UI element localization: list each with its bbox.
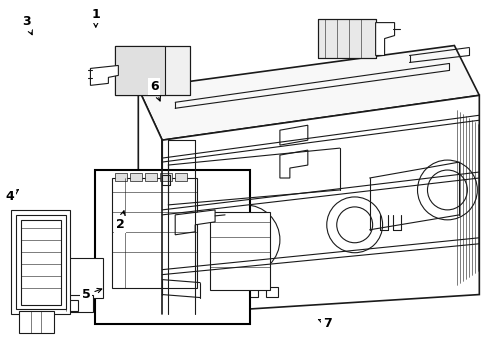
- Bar: [175, 173, 187, 181]
- Polygon shape: [138, 45, 478, 140]
- Bar: [115, 45, 190, 95]
- Text: 6: 6: [150, 80, 160, 101]
- Circle shape: [223, 218, 266, 262]
- Text: 2: 2: [116, 211, 125, 231]
- Bar: [145, 173, 157, 181]
- Polygon shape: [162, 95, 478, 315]
- Bar: [247, 285, 258, 297]
- Bar: [317, 19, 375, 58]
- Circle shape: [427, 170, 467, 210]
- Bar: [160, 173, 172, 181]
- Bar: [115, 45, 190, 95]
- Bar: [115, 45, 165, 95]
- Polygon shape: [90, 66, 118, 85]
- Circle shape: [210, 205, 279, 275]
- Polygon shape: [175, 210, 215, 235]
- Bar: [115, 173, 127, 181]
- Bar: [265, 287, 277, 297]
- Bar: [19, 311, 53, 333]
- Bar: [61, 300, 78, 311]
- Circle shape: [336, 207, 372, 243]
- Circle shape: [326, 197, 382, 253]
- Text: 7: 7: [318, 317, 331, 330]
- Text: 3: 3: [21, 15, 32, 35]
- Circle shape: [417, 160, 476, 220]
- Polygon shape: [375, 23, 394, 55]
- Bar: [317, 19, 375, 58]
- Bar: [68, 294, 93, 312]
- Bar: [112, 178, 197, 288]
- Bar: [210, 212, 269, 289]
- Bar: [229, 289, 242, 300]
- Text: 5: 5: [81, 288, 102, 301]
- Text: 1: 1: [91, 8, 100, 27]
- Polygon shape: [138, 88, 162, 315]
- Bar: [16, 215, 65, 310]
- Text: 4: 4: [5, 190, 19, 203]
- Bar: [59, 258, 103, 298]
- Bar: [11, 210, 70, 315]
- Bar: [130, 173, 142, 181]
- Bar: [20, 220, 61, 305]
- Bar: [95, 170, 249, 324]
